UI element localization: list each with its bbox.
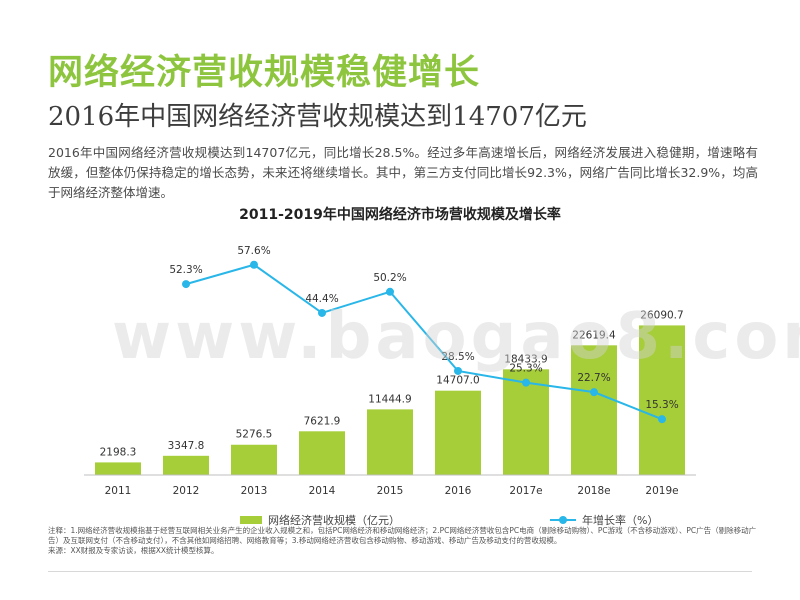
footnotes: 注释：1.网络经济营收规模指基于经营互联网相关业务产生的企业收入规模之和，包括P… (48, 526, 760, 556)
bar-2012 (163, 455, 209, 475)
legend-label-revenue: 网络经济营收规模（亿元） (268, 514, 400, 527)
growth-point-2019e (658, 415, 666, 424)
x-tick-label-2017e: 2017e (509, 485, 542, 497)
chart-title: 2011-2019年中国网络经济市场营收规模及增长率 (239, 207, 561, 223)
legend-bar-swatch-icon (240, 516, 262, 524)
source-text: 来源：XX财报及专家访谈，根据XX统计模型核算。 (48, 546, 219, 555)
legend-line-swatch-icon (550, 515, 576, 525)
bar-2014 (299, 431, 345, 475)
growth-label-2013: 57.6% (237, 245, 270, 257)
bar-2016 (435, 390, 481, 475)
bar-2018e (571, 345, 617, 475)
growth-label-2014: 44.4% (305, 293, 338, 305)
x-tick-label-2019e: 2019e (645, 485, 678, 497)
page-title: 网络经济营收规模稳健增长 (48, 53, 481, 93)
x-tick-label-2018e: 2018e (577, 485, 610, 497)
growth-point-2015 (386, 287, 394, 296)
bar-2019e (639, 325, 685, 475)
growth-point-2017e (522, 378, 530, 387)
x-tick-label-2015: 2015 (377, 485, 404, 497)
bar-value-label-2013: 5276.5 (236, 429, 273, 441)
bar-2017e (503, 369, 549, 475)
x-tick-label-2016: 2016 (445, 485, 472, 497)
bar-value-label-2016: 14707.0 (436, 375, 479, 387)
legend-label-growth: 年增长率（%） (582, 514, 659, 527)
x-tick-label-2014: 2014 (309, 485, 336, 497)
x-tick-label-2011: 2011 (105, 485, 132, 497)
x-tick-label-2013: 2013 (241, 485, 268, 497)
notes-text: 注释：1.网络经济营收规模指基于经营互联网相关业务产生的企业收入规模之和，包括P… (48, 526, 757, 545)
growth-point-2012 (182, 280, 190, 289)
growth-label-2012: 52.3% (169, 264, 202, 276)
bar-2013 (231, 444, 277, 475)
bar-value-label-2017e: 18433.9 (504, 353, 547, 365)
bar-2015 (367, 409, 413, 475)
description-text: 2016年中国网络经济营收规模达到14707亿元，同比增长28.5%。经过多年高… (48, 145, 758, 200)
growth-label-2019e: 15.3% (645, 399, 678, 411)
growth-label-2017e: 25.3% (509, 363, 542, 375)
growth-point-2018e (590, 388, 598, 397)
growth-point-2016 (454, 366, 462, 375)
bottom-divider (48, 571, 752, 572)
chart-legend: 网络经济营收规模（亿元） 年增长率（%） (240, 512, 658, 528)
growth-rate-line (185, 263, 663, 421)
legend-item-growth: 年增长率（%） (550, 512, 658, 528)
growth-label-2015: 50.2% (373, 272, 406, 284)
watermark-text: www.baogao8.com (112, 300, 800, 374)
legend-item-revenue: 网络经济营收规模（亿元） (240, 512, 400, 528)
growth-point-2014 (318, 308, 326, 317)
x-tick-label-2012: 2012 (173, 485, 200, 497)
growth-label-2018e: 22.7% (577, 372, 610, 384)
page-subtitle: 2016年中国网络经济营收规模达到14707亿元 (48, 102, 587, 132)
bar-value-label-2011: 2198.3 (100, 446, 137, 458)
bar-value-label-2015: 11444.9 (368, 393, 411, 405)
growth-point-2013 (250, 260, 258, 269)
bar-value-label-2012: 3347.8 (168, 440, 205, 452)
bar-value-label-2019e: 26090.7 (640, 309, 683, 321)
growth-label-2016: 28.5% (441, 351, 474, 363)
bar-2011 (95, 462, 141, 475)
bar-value-label-2018e: 22619.4 (572, 329, 616, 341)
bar-value-label-2014: 7621.9 (304, 415, 341, 427)
